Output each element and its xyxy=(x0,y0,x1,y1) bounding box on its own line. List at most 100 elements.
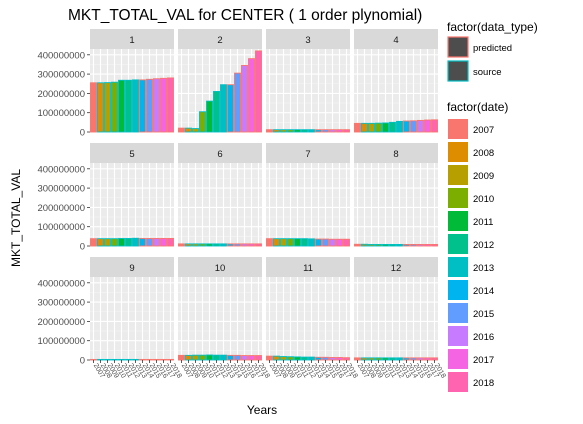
bar-11-2007 xyxy=(266,355,273,361)
bar-1-2012 xyxy=(125,79,132,133)
legend-label: 2016 xyxy=(473,332,494,343)
y-tick-label: 0 xyxy=(80,128,85,139)
bar-6-2017 xyxy=(248,243,255,247)
bar-10-2011 xyxy=(206,354,213,361)
legend-key xyxy=(447,36,469,58)
facet-strip-label: 12 xyxy=(391,263,402,274)
bar-6-2018 xyxy=(255,243,262,247)
legend-date-2010: 2010 xyxy=(448,188,494,208)
legend-label: 2017 xyxy=(473,355,494,366)
bar-11-2008 xyxy=(273,355,280,361)
panel-background xyxy=(178,49,262,132)
y-tick-label: 200000000 xyxy=(37,203,85,214)
y-tick-label: 100000000 xyxy=(37,222,85,233)
legend-date-2014: 2014 xyxy=(448,280,494,300)
bar-6-2015 xyxy=(234,243,241,247)
bar-4-2009 xyxy=(368,122,375,133)
facet-panel-6: 6 xyxy=(178,143,262,247)
bar-10-2018 xyxy=(255,355,262,361)
legend-key xyxy=(448,142,468,162)
bar-9-2010 xyxy=(111,358,118,361)
bar-3-2013 xyxy=(308,129,315,133)
facet-strip xyxy=(178,143,262,163)
legend-label: 2009 xyxy=(473,171,494,182)
bar-8-2011 xyxy=(382,244,389,247)
facet-strip xyxy=(178,29,262,49)
bar-8-2010 xyxy=(375,244,382,247)
legend-key xyxy=(448,303,468,323)
bar-5-2014 xyxy=(139,238,146,247)
bar-2-2007 xyxy=(178,127,185,133)
bar-3-2007 xyxy=(266,129,273,133)
bar-6-2012 xyxy=(213,243,220,247)
panel-background xyxy=(178,277,262,360)
panel-background xyxy=(90,277,174,360)
legend-label: predicted xyxy=(473,43,512,54)
y-tick-label: 300000000 xyxy=(37,298,85,309)
panel-background xyxy=(354,163,438,246)
bar-2-2008 xyxy=(185,127,192,133)
bar-10-2016 xyxy=(241,355,248,361)
bar-11-2011 xyxy=(294,356,301,361)
panel-background xyxy=(266,277,350,360)
bar-4-2018 xyxy=(431,119,438,133)
facet-strip-label: 4 xyxy=(393,35,398,46)
legend-key xyxy=(447,60,469,82)
facet-strip xyxy=(266,257,350,277)
bar-4-2007 xyxy=(354,122,361,133)
facet-strip-label: 8 xyxy=(393,149,398,160)
panel-background xyxy=(90,49,174,132)
facet-panel-9: 9010000000020000000030000000040000000020… xyxy=(37,257,183,380)
facet-panel-3: 3 xyxy=(266,29,350,133)
bar-9-2017 xyxy=(160,358,167,361)
facet-panel-1: 1 0 100000000 200000000 300000000 400000000 xyxy=(37,29,174,139)
bar-6-2008 xyxy=(185,243,192,247)
legend-label: 2015 xyxy=(473,309,494,320)
y-tick-label: 200000000 xyxy=(37,317,85,328)
bar-4-2017 xyxy=(424,119,431,133)
bar-4-2014 xyxy=(403,120,410,133)
bar-11-2013 xyxy=(308,356,315,361)
legend-date-2013: 2013 xyxy=(448,257,494,277)
bar-1-2014 xyxy=(139,79,146,133)
bar-6-2009 xyxy=(192,243,199,247)
bar-10-2013 xyxy=(220,354,227,361)
bar-1-2015 xyxy=(146,78,153,133)
y-axis-title: MKT_TOTAL_VAL xyxy=(9,169,23,267)
bar-3-2016 xyxy=(329,129,336,133)
bar-1-2009 xyxy=(104,82,111,133)
facet-strip xyxy=(354,257,438,277)
bar-8-2016 xyxy=(417,244,424,247)
bar-4-2015 xyxy=(410,120,417,133)
bar-8-2007 xyxy=(354,243,361,247)
panel-background xyxy=(266,163,350,246)
bar-9-2007 xyxy=(90,358,97,361)
legend-label: 2012 xyxy=(473,240,494,251)
facet-strip xyxy=(90,143,174,163)
facet-panel-5: 5 0 100000000 200000000 300000000 400000000 xyxy=(37,143,174,253)
y-tick-label: 0 xyxy=(80,242,85,253)
bar-3-2014 xyxy=(315,129,322,133)
legend-key xyxy=(448,349,468,369)
facet-strip-label: 3 xyxy=(305,35,310,46)
legend-key xyxy=(448,188,468,208)
y-tick-label: 400000000 xyxy=(37,50,85,61)
legend-key xyxy=(448,234,468,254)
legend-label: 2014 xyxy=(473,286,494,297)
facet-strip xyxy=(354,29,438,49)
bar-5-2011 xyxy=(118,238,125,247)
y-tick-label: 0 xyxy=(80,356,85,367)
bar-11-2014 xyxy=(315,356,322,361)
bar-12-2017 xyxy=(424,357,431,361)
panel-background xyxy=(354,49,438,132)
bar-12-2016 xyxy=(417,357,424,361)
bar-9-2013 xyxy=(132,358,139,361)
bar-2-2010 xyxy=(199,111,206,133)
bar-9-2009 xyxy=(104,358,111,361)
bar-12-2010 xyxy=(375,357,382,361)
y-tick-label: 400000000 xyxy=(37,164,85,175)
legend-date-2018: 2018 xyxy=(448,372,494,392)
panel-background xyxy=(178,163,262,246)
bar-2-2013 xyxy=(220,84,227,133)
